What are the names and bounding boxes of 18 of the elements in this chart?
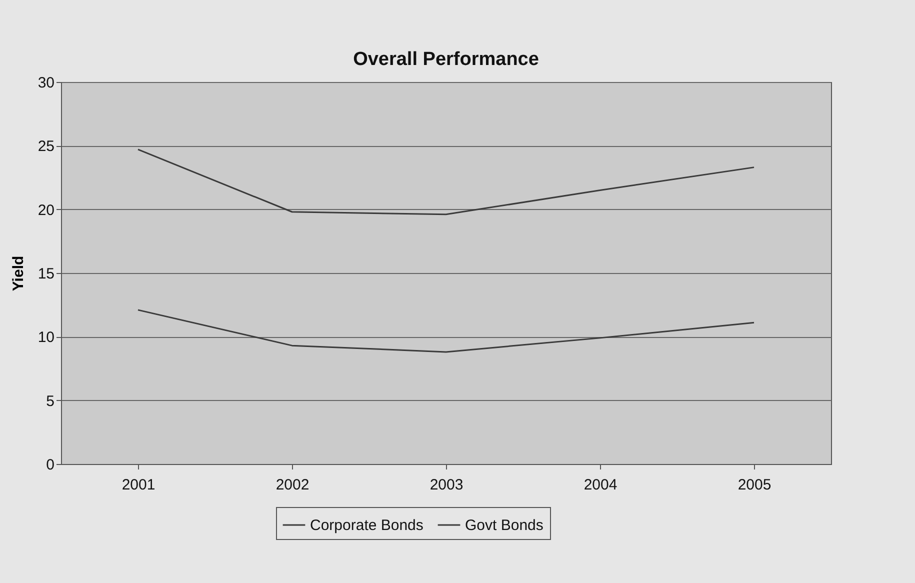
y-axis-title: Yield <box>10 256 27 292</box>
y-tick-label: 25 <box>38 138 54 156</box>
legend-label: Corporate Bonds <box>310 517 424 534</box>
y-tick-label: 0 <box>46 456 54 474</box>
y-tick-label: 20 <box>38 202 54 219</box>
x-tick-label: 2001 <box>122 476 156 494</box>
y-tick-label: 30 <box>38 74 54 92</box>
x-tick-label: 2002 <box>276 476 310 494</box>
y-tick-label: 5 <box>46 392 54 410</box>
y-tick-label: 15 <box>38 266 54 282</box>
y-tick-label: 10 <box>38 329 54 346</box>
legend-label: Govt Bonds <box>465 517 544 534</box>
x-tick-label: 2003 <box>430 476 464 494</box>
x-tick-label: 2005 <box>738 476 772 494</box>
chart-title: Overall Performance <box>353 49 539 70</box>
line-series <box>137 148 755 216</box>
x-tick-label: 2004 <box>584 476 618 494</box>
line-series <box>137 309 755 353</box>
